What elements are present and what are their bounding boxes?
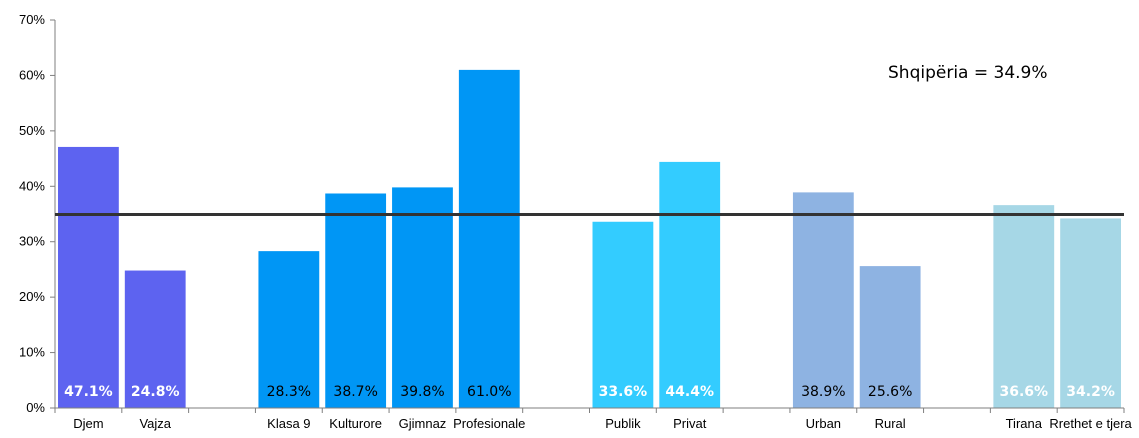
y-tick-label: 20% <box>19 289 45 304</box>
x-tick-label: Gjimnaz <box>399 416 447 431</box>
data-label: 36.6% <box>999 384 1048 400</box>
data-label: 33.6% <box>599 384 648 400</box>
data-label: 25.6% <box>868 384 912 400</box>
x-axis: Djem Vajza Klasa 9 Kulturore Gjimnaz Profesio… <box>54 407 1133 431</box>
y-axis: 0% 10% 20% 30% 40% 50% 60% 70% <box>19 12 56 415</box>
bar-privat <box>659 161 721 408</box>
data-label: 38.7% <box>333 384 377 400</box>
bar-klasa-9 <box>258 251 320 408</box>
x-tick-label: Djem <box>73 416 103 431</box>
bar-vajza <box>124 270 186 408</box>
x-tick-label: Profesionale <box>453 416 525 431</box>
y-tick-label: 60% <box>19 67 45 82</box>
y-tick-label: 10% <box>19 345 45 360</box>
data-label: 28.3% <box>267 384 311 400</box>
data-label: 39.8% <box>400 384 444 400</box>
y-tick-label: 0% <box>26 400 45 415</box>
x-tick-label: Rural <box>875 416 906 431</box>
bar-tirana <box>993 205 1055 408</box>
data-label: 24.8% <box>131 384 180 400</box>
bar-gjimnaz <box>392 187 453 408</box>
bar-kulturore <box>325 193 387 408</box>
y-tick-label: 40% <box>19 178 45 193</box>
bar-djem <box>58 146 119 408</box>
data-label: 61.0% <box>467 384 511 400</box>
y-tick-label: 30% <box>19 234 45 249</box>
x-tick-label: Klasa 9 <box>267 416 310 431</box>
data-label: 47.1% <box>64 384 113 400</box>
data-label: 38.9% <box>801 384 845 400</box>
bar-publik <box>592 221 654 408</box>
bar-rrethet-e-tjera <box>1060 218 1121 408</box>
x-tick-label: Rrethet e tjera <box>1049 416 1132 431</box>
x-tick-label: Tirana <box>1006 416 1043 431</box>
bar-urban <box>792 192 854 408</box>
data-labels: 47.1% 24.8% 28.3% 38.7% 39.8% 61.0% 33.6% 44.4%… <box>64 384 1115 400</box>
x-tick-label: Urban <box>806 416 841 431</box>
y-tick-label: 50% <box>19 123 45 138</box>
bars <box>58 69 1121 408</box>
reference-annotation: Shqipëria = 34.9% <box>888 63 1048 83</box>
data-label: 44.4% <box>665 384 714 400</box>
y-tick-label: 70% <box>19 12 45 27</box>
data-label: 34.2% <box>1066 384 1115 400</box>
bar-rural <box>859 266 921 408</box>
bar-profesionale <box>458 69 520 408</box>
x-tick-label: Privat <box>673 416 707 431</box>
x-tick-label: Kulturore <box>329 416 382 431</box>
x-tick-label: Publik <box>605 416 641 431</box>
x-tick-label: Vajza <box>139 416 171 431</box>
